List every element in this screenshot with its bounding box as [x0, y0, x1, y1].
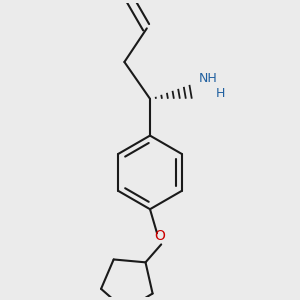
Text: H: H — [216, 88, 225, 100]
Text: O: O — [154, 230, 165, 243]
Text: NH: NH — [199, 72, 218, 85]
